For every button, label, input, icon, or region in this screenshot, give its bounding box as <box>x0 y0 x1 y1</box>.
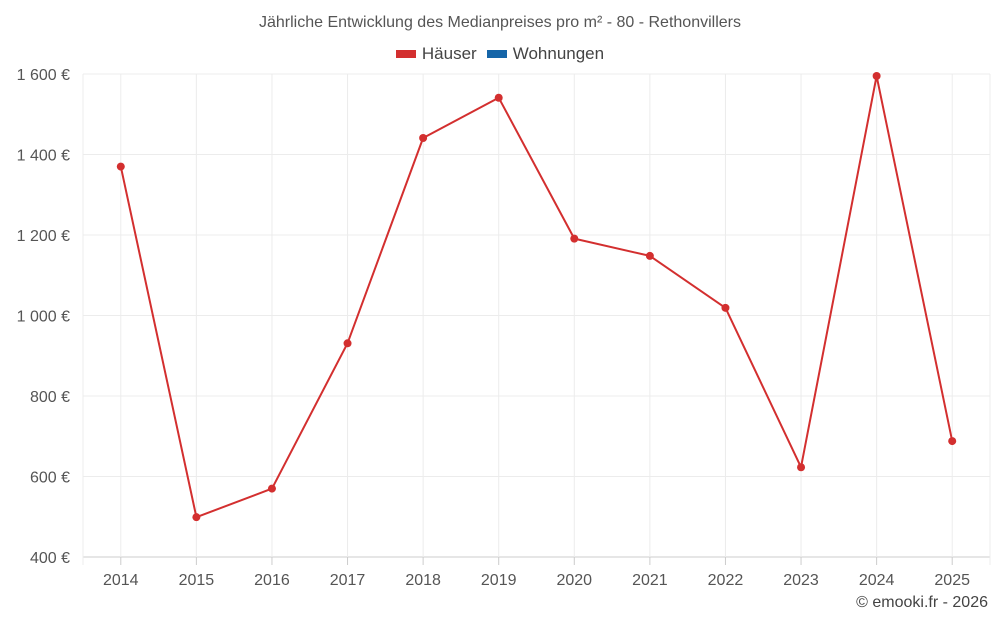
x-tick-label: 2024 <box>859 572 895 589</box>
x-tick-label: 2015 <box>179 572 215 589</box>
y-tick-label: 1 600 € <box>17 67 70 84</box>
x-tick-label: 2021 <box>632 572 668 589</box>
x-tick-label: 2023 <box>783 572 819 589</box>
y-tick-label: 1 000 € <box>17 309 70 326</box>
x-tick-label: 2022 <box>708 572 744 589</box>
x-tick-label: 2020 <box>556 572 592 589</box>
data-point <box>948 437 957 446</box>
y-tick-label: 1 200 € <box>17 228 70 245</box>
data-point <box>267 484 276 493</box>
x-tick-label: 2014 <box>103 572 139 589</box>
y-tick-label: 1 400 € <box>17 148 70 165</box>
x-tick-label: 2016 <box>254 572 290 589</box>
data-point <box>116 162 125 171</box>
x-tick-label: 2018 <box>405 572 441 589</box>
data-point <box>570 234 579 243</box>
legend-item-wohnungen[interactable]: Wohnungen <box>486 44 605 64</box>
legend: Häuser Wohnungen <box>0 44 1000 64</box>
x-tick-label: 2017 <box>330 572 366 589</box>
legend-swatch-haeuser <box>395 50 416 58</box>
legend-label-wohnungen: Wohnungen <box>512 44 605 63</box>
series-line-0 <box>119 75 954 519</box>
x-tick-label: 2019 <box>481 572 517 589</box>
legend-label-haeuser: Häuser <box>421 44 477 63</box>
x-tick-label: 2025 <box>934 572 970 589</box>
data-point <box>645 251 654 260</box>
chart-title: Jährliche Entwicklung des Medianpreises … <box>259 14 741 31</box>
y-tick-label: 600 € <box>30 470 70 487</box>
data-point <box>343 339 352 348</box>
y-tick-label: 800 € <box>30 389 70 406</box>
y-tick-label: 400 € <box>30 550 70 567</box>
data-point <box>872 72 881 81</box>
legend-item-haeuser[interactable]: Häuser <box>395 44 477 64</box>
data-point <box>494 93 503 102</box>
data-point <box>721 303 730 312</box>
data-point <box>192 513 201 522</box>
legend-swatch-wohnungen <box>486 50 507 58</box>
data-point <box>419 133 428 142</box>
data-point <box>797 463 806 472</box>
credit-text: © emooki.fr - 2026 <box>856 594 988 611</box>
